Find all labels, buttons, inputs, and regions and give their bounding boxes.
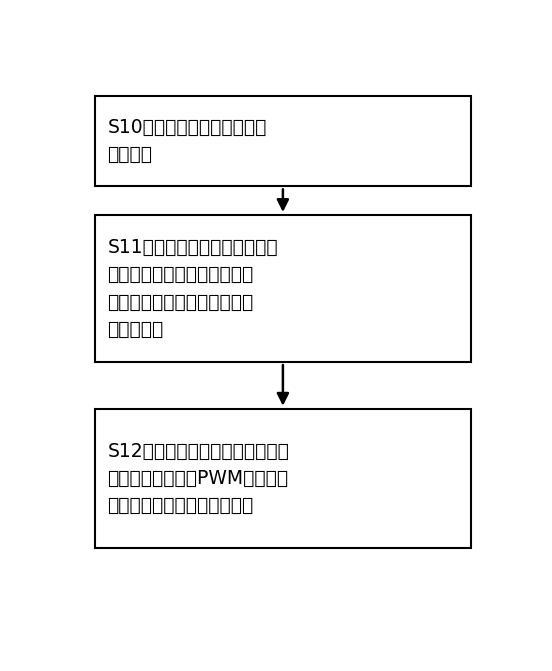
FancyBboxPatch shape [95, 409, 471, 548]
Text: S10：通过温度传感器采集室
外温度。: S10：通过温度传感器采集室 外温度。 [108, 118, 267, 164]
Text: S12：变频器接收控制指令，采用
矢量控制方法控制PWM波产生对
应的电流对压缩机进行加热。: S12：变频器接收控制指令，采用 矢量控制方法控制PWM波产生对 应的电流对压缩… [108, 442, 289, 515]
FancyBboxPatch shape [95, 215, 471, 362]
Text: S11：主控模块根据采集的室外
温度判断加热电流的大小，并
向变频器发送调节加热电流大
小的指令。: S11：主控模块根据采集的室外 温度判断加热电流的大小，并 向变频器发送调节加热… [108, 238, 278, 339]
FancyBboxPatch shape [95, 96, 471, 187]
